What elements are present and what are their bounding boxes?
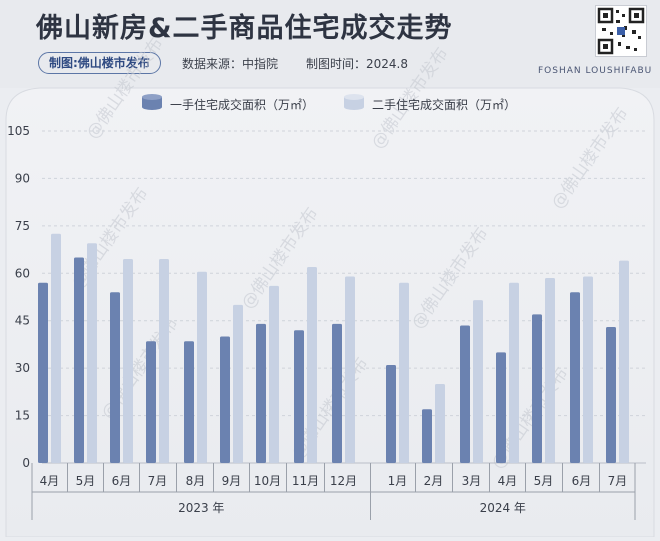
legend-swatch-second [344,94,364,110]
x-tick-label: 9月 [222,474,242,488]
y-tick-label: 105 [7,124,30,138]
chart-time-text: 制图时间：2024.8 [306,57,408,71]
bar-new-home [294,330,304,463]
x-tick-label: 5月 [76,474,96,488]
bar-new-home [38,282,48,463]
bar-second-hand [51,233,61,463]
bar-new-home [184,341,194,463]
qr-code-icon [595,5,647,57]
bar-new-home [422,409,432,463]
x-tick-label: 4月 [498,474,518,488]
x-tick-label: 3月 [462,474,482,488]
x-tick-label: 2月 [424,474,444,488]
bar-second-hand [545,278,555,463]
bar-second-hand [159,259,169,463]
bar-second-hand [619,260,629,463]
brand-english-text: FOSHAN LOUSHIFABU [538,66,653,76]
y-tick-label: 15 [15,409,30,423]
bar-new-home [332,323,342,463]
y-tick-label: 45 [15,314,30,328]
legend-swatch-new [142,94,162,110]
y-tick-label: 75 [15,219,30,233]
bar-second-hand [197,271,207,463]
x-tick-label: 7月 [148,474,168,488]
bar-new-home [146,341,156,463]
x-tick-label: 4月 [40,474,60,488]
bar-new-home [496,352,506,463]
y-tick-label: 30 [15,361,30,375]
bar-new-home [74,257,84,463]
x-tick-label: 11月 [292,474,319,488]
year-group-label: 2024 年 [480,501,526,515]
bar-second-hand [473,300,483,463]
bar-new-home [386,364,396,463]
bar-second-hand [269,285,279,463]
bar-second-hand [399,282,409,463]
bar-second-hand [435,383,445,463]
y-tick-label: 0 [22,456,30,470]
legend [142,94,364,110]
x-tick-label: 8月 [186,474,206,488]
x-tick-label: 10月 [254,474,281,488]
y-tick-label: 60 [15,266,30,280]
legend-second-label: 二手住宅成交面积（万㎡） [372,98,517,112]
bar-second-hand [123,259,133,463]
bar-second-hand [233,304,243,463]
x-tick-label: 12月 [330,474,357,488]
legend-new-label: 一手住宅成交面积（万㎡） [170,98,315,112]
x-tick-label: 6月 [112,474,132,488]
bar-second-hand [345,276,355,463]
source-badge: 制图:佛山楼市发布 [38,52,161,74]
bar-new-home [460,325,470,463]
x-tick-label: 5月 [534,474,554,488]
bar-second-hand [87,243,97,463]
page-title: 佛山新房&二手商品住宅成交走势 [36,13,453,44]
bar-new-home [110,292,120,463]
bar-second-hand [583,276,593,463]
bar-new-home [532,314,542,463]
y-tick-label: 90 [15,171,30,185]
bar-new-home [570,292,580,463]
data-source-text: 数据来源：中指院 [182,57,279,71]
bar-new-home [220,336,230,463]
year-group-label: 2023 年 [178,501,224,515]
x-tick-label: 6月 [572,474,592,488]
x-tick-label: 1月 [388,474,408,488]
bar-new-home [606,327,616,463]
x-tick-label: 7月 [608,474,628,488]
bar-new-home [256,323,266,463]
bar-second-hand [307,266,317,463]
legend-item-new: 一手住宅成交面积（万㎡） [170,96,314,113]
legend-item-second: 二手住宅成交面积（万㎡） [372,96,516,113]
bar-second-hand [509,282,519,463]
